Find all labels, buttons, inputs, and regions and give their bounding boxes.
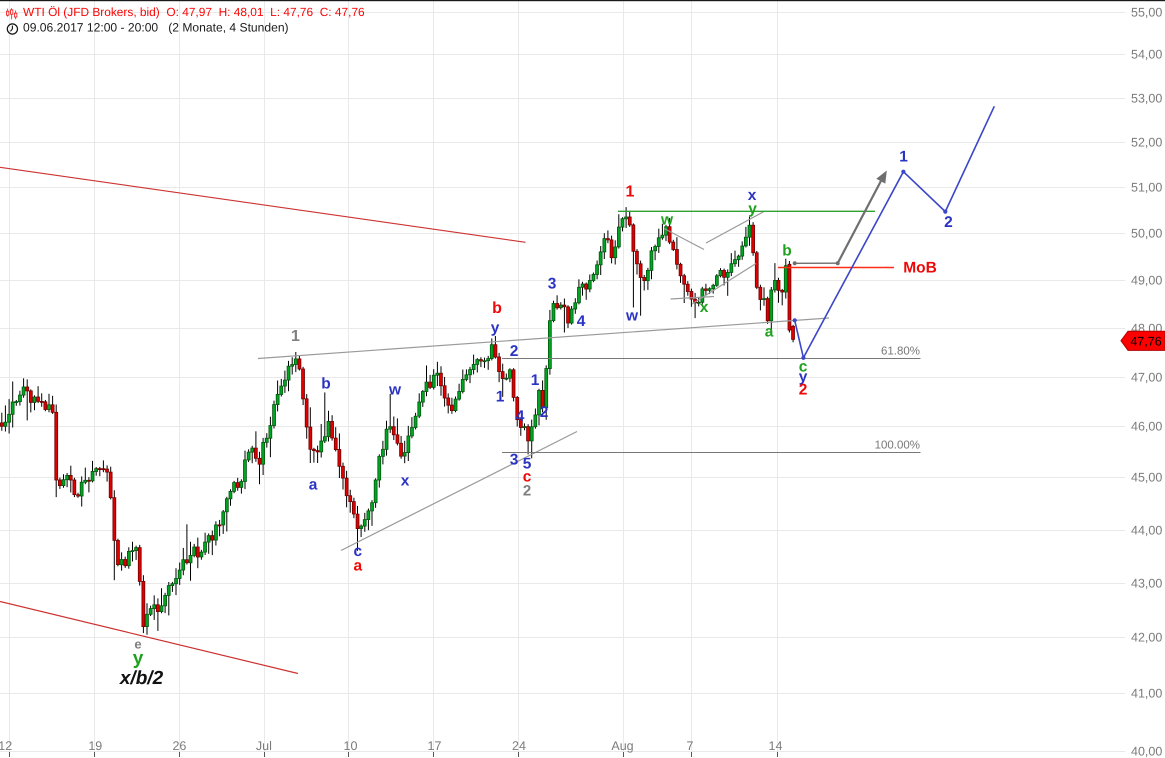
svg-text:4: 4 bbox=[516, 408, 525, 425]
svg-text:19: 19 bbox=[88, 739, 102, 753]
svg-text:a: a bbox=[765, 324, 774, 341]
svg-text:b: b bbox=[782, 243, 791, 260]
svg-text:7: 7 bbox=[687, 739, 694, 753]
svg-text:53,00: 53,00 bbox=[1131, 92, 1162, 106]
svg-text:61.80%: 61.80% bbox=[881, 346, 920, 358]
svg-text:e: e bbox=[134, 637, 141, 652]
svg-text:b: b bbox=[321, 376, 330, 393]
svg-text:45,00: 45,00 bbox=[1131, 471, 1162, 485]
svg-text:w: w bbox=[660, 212, 674, 229]
svg-text:46,00: 46,00 bbox=[1131, 420, 1162, 434]
svg-text:44,00: 44,00 bbox=[1131, 524, 1162, 538]
svg-text:47,76: 47,76 bbox=[1130, 334, 1161, 348]
svg-text:47,00: 47,00 bbox=[1131, 371, 1162, 385]
svg-text:24: 24 bbox=[512, 739, 526, 753]
svg-text:WTI Öl (JFD Brokers, bid) O:: WTI Öl (JFD Brokers, bid) O: 47,97 H: 48… bbox=[23, 5, 365, 19]
svg-text:1: 1 bbox=[496, 389, 505, 406]
svg-text:14: 14 bbox=[769, 739, 783, 753]
svg-text:40,00: 40,00 bbox=[1131, 745, 1162, 758]
svg-text:42,00: 42,00 bbox=[1131, 631, 1162, 645]
svg-text:a: a bbox=[353, 557, 362, 574]
svg-text:50,00: 50,00 bbox=[1131, 227, 1162, 241]
svg-text:54,00: 54,00 bbox=[1131, 48, 1162, 62]
svg-text:a: a bbox=[309, 477, 318, 494]
svg-text:w: w bbox=[388, 382, 402, 399]
svg-text:55,00: 55,00 bbox=[1131, 6, 1162, 20]
svg-text:4: 4 bbox=[577, 313, 586, 330]
svg-text:c: c bbox=[353, 543, 362, 560]
svg-text:c: c bbox=[799, 359, 808, 376]
svg-text:43,00: 43,00 bbox=[1131, 577, 1162, 591]
svg-text:b: b bbox=[492, 300, 502, 317]
svg-text:Jul: Jul bbox=[256, 739, 272, 753]
svg-text:2: 2 bbox=[799, 382, 808, 399]
svg-text:w: w bbox=[625, 308, 639, 325]
svg-text:41,00: 41,00 bbox=[1131, 687, 1162, 701]
svg-text:5: 5 bbox=[523, 456, 532, 473]
svg-text:1: 1 bbox=[291, 328, 300, 345]
svg-text:x: x bbox=[401, 473, 410, 490]
svg-text:3: 3 bbox=[510, 452, 519, 469]
svg-text:2: 2 bbox=[523, 482, 531, 499]
svg-text:2: 2 bbox=[510, 343, 519, 360]
svg-text:3: 3 bbox=[548, 276, 557, 293]
svg-text:26: 26 bbox=[172, 739, 186, 753]
svg-text:1: 1 bbox=[626, 183, 635, 200]
svg-text:2: 2 bbox=[944, 214, 953, 231]
svg-text:51,00: 51,00 bbox=[1131, 181, 1162, 195]
svg-text:1: 1 bbox=[899, 149, 908, 166]
svg-text:y: y bbox=[491, 320, 500, 337]
svg-text:49,00: 49,00 bbox=[1131, 274, 1162, 288]
svg-text:10: 10 bbox=[344, 739, 358, 753]
svg-text:x: x bbox=[700, 299, 709, 316]
svg-text:52,00: 52,00 bbox=[1131, 136, 1162, 150]
svg-text:y: y bbox=[133, 648, 144, 669]
svg-text:c: c bbox=[523, 469, 532, 486]
svg-text:09.06.2017 12:00 - 20:00 (2: 09.06.2017 12:00 - 20:00 (2 Monate, 4 St… bbox=[23, 21, 289, 35]
svg-text:1: 1 bbox=[531, 372, 540, 389]
svg-text:Aug: Aug bbox=[611, 739, 633, 753]
svg-text:x: x bbox=[748, 187, 757, 204]
svg-text:100.00%: 100.00% bbox=[875, 440, 920, 452]
svg-text:12: 12 bbox=[0, 739, 12, 753]
svg-text:y: y bbox=[799, 369, 808, 386]
svg-text:y: y bbox=[748, 201, 757, 218]
svg-text:2: 2 bbox=[540, 404, 549, 421]
svg-text:17: 17 bbox=[428, 739, 442, 753]
svg-text:MoB: MoB bbox=[903, 260, 937, 277]
svg-text:x/b/2: x/b/2 bbox=[119, 668, 164, 689]
